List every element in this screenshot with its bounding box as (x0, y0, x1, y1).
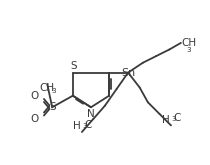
Text: O: O (30, 91, 39, 101)
Text: 3: 3 (82, 123, 87, 129)
Text: S: S (70, 61, 77, 71)
Text: N: N (87, 109, 95, 119)
Text: H: H (162, 115, 170, 125)
Text: C: C (173, 113, 180, 123)
Text: 3: 3 (186, 47, 191, 52)
Text: 3: 3 (51, 88, 56, 94)
Text: CH: CH (182, 38, 197, 48)
Text: C: C (84, 120, 91, 130)
Text: Sn: Sn (121, 68, 135, 78)
Text: CH: CH (40, 83, 55, 93)
Text: S: S (49, 102, 55, 112)
Text: H: H (73, 121, 81, 131)
Text: 3: 3 (171, 116, 176, 122)
Text: O: O (30, 114, 39, 124)
